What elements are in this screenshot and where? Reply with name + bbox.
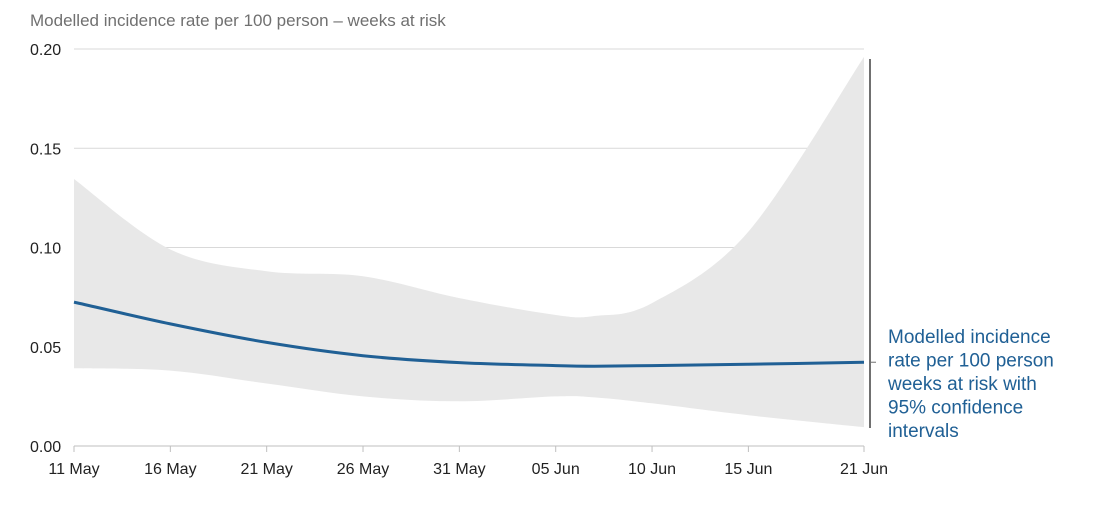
y-axis-title: Modelled incidence rate per 100 person –… — [30, 11, 446, 30]
x-tick-label: 21 Jun — [840, 461, 888, 478]
x-tick-label: 21 May — [240, 461, 292, 478]
y-tick-label: 0.15 — [30, 141, 61, 158]
annotation-text-line: 95% confidence — [888, 398, 1023, 419]
x-tick-label: 31 May — [433, 461, 485, 478]
x-tick-label: 11 May — [48, 461, 99, 478]
y-tick-label: 0.10 — [30, 241, 61, 258]
x-tick-label: 05 Jun — [532, 461, 580, 478]
x-tick-label: 16 May — [144, 461, 196, 478]
confidence-band — [74, 56, 864, 428]
x-tick-label: 15 Jun — [724, 461, 772, 478]
y-tick-label: 0.20 — [30, 42, 61, 59]
y-axis: 0.00 0.05 0.10 0.15 0.20 — [30, 42, 61, 456]
confidence-interval-band — [74, 56, 864, 428]
annotation-text-line: rate per 100 person — [888, 351, 1054, 372]
series-annotation: Modelled incidence rate per 100 personwee… — [869, 59, 1054, 442]
x-axis: 11 May 16 May 21 May 26 May 31 May 05 Jun 10 J… — [48, 445, 888, 478]
annotation-text-line: Modelled incidence — [888, 327, 1051, 348]
series-line — [73, 300, 865, 368]
y-tick-label: 0.05 — [30, 340, 61, 357]
annotation-text-line: weeks at risk with — [887, 374, 1037, 395]
y-tick-label: 0.00 — [30, 439, 61, 456]
x-tick-label: 10 Jun — [628, 461, 676, 478]
x-tick-label: 26 May — [337, 461, 389, 478]
incidence-rate-line — [73, 300, 865, 368]
annotation-text-line: intervals — [888, 421, 959, 442]
